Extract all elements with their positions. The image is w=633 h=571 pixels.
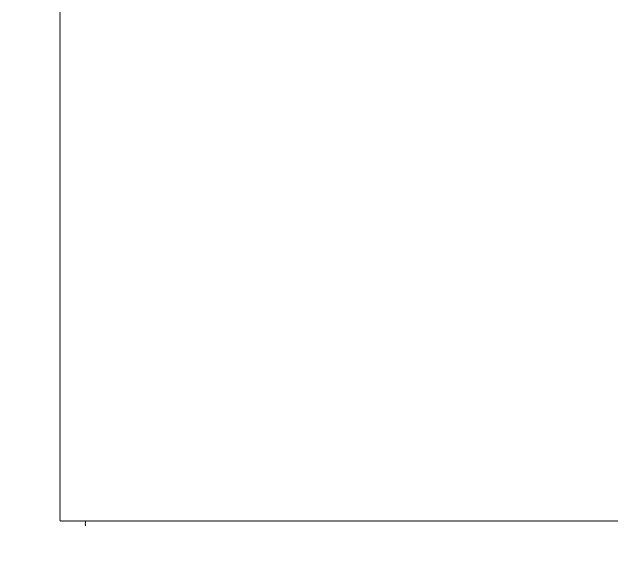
pm25-chart	[0, 0, 633, 571]
